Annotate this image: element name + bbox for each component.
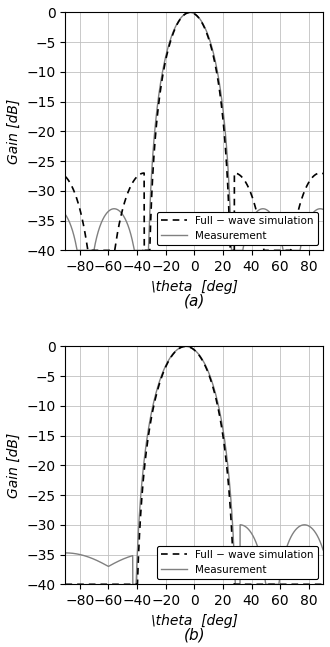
X-axis label: \theta  [deg]: \theta [deg] [151, 280, 238, 294]
Y-axis label: Gain [dB]: Gain [dB] [7, 433, 21, 498]
Text: (b): (b) [183, 627, 205, 642]
Legend: Full − wave simulation, Measurement: Full − wave simulation, Measurement [157, 212, 318, 245]
Legend: Full − wave simulation, Measurement: Full − wave simulation, Measurement [157, 545, 318, 579]
Text: (a): (a) [183, 293, 205, 308]
X-axis label: \theta  [deg]: \theta [deg] [151, 613, 238, 628]
Y-axis label: Gain [dB]: Gain [dB] [7, 99, 21, 164]
